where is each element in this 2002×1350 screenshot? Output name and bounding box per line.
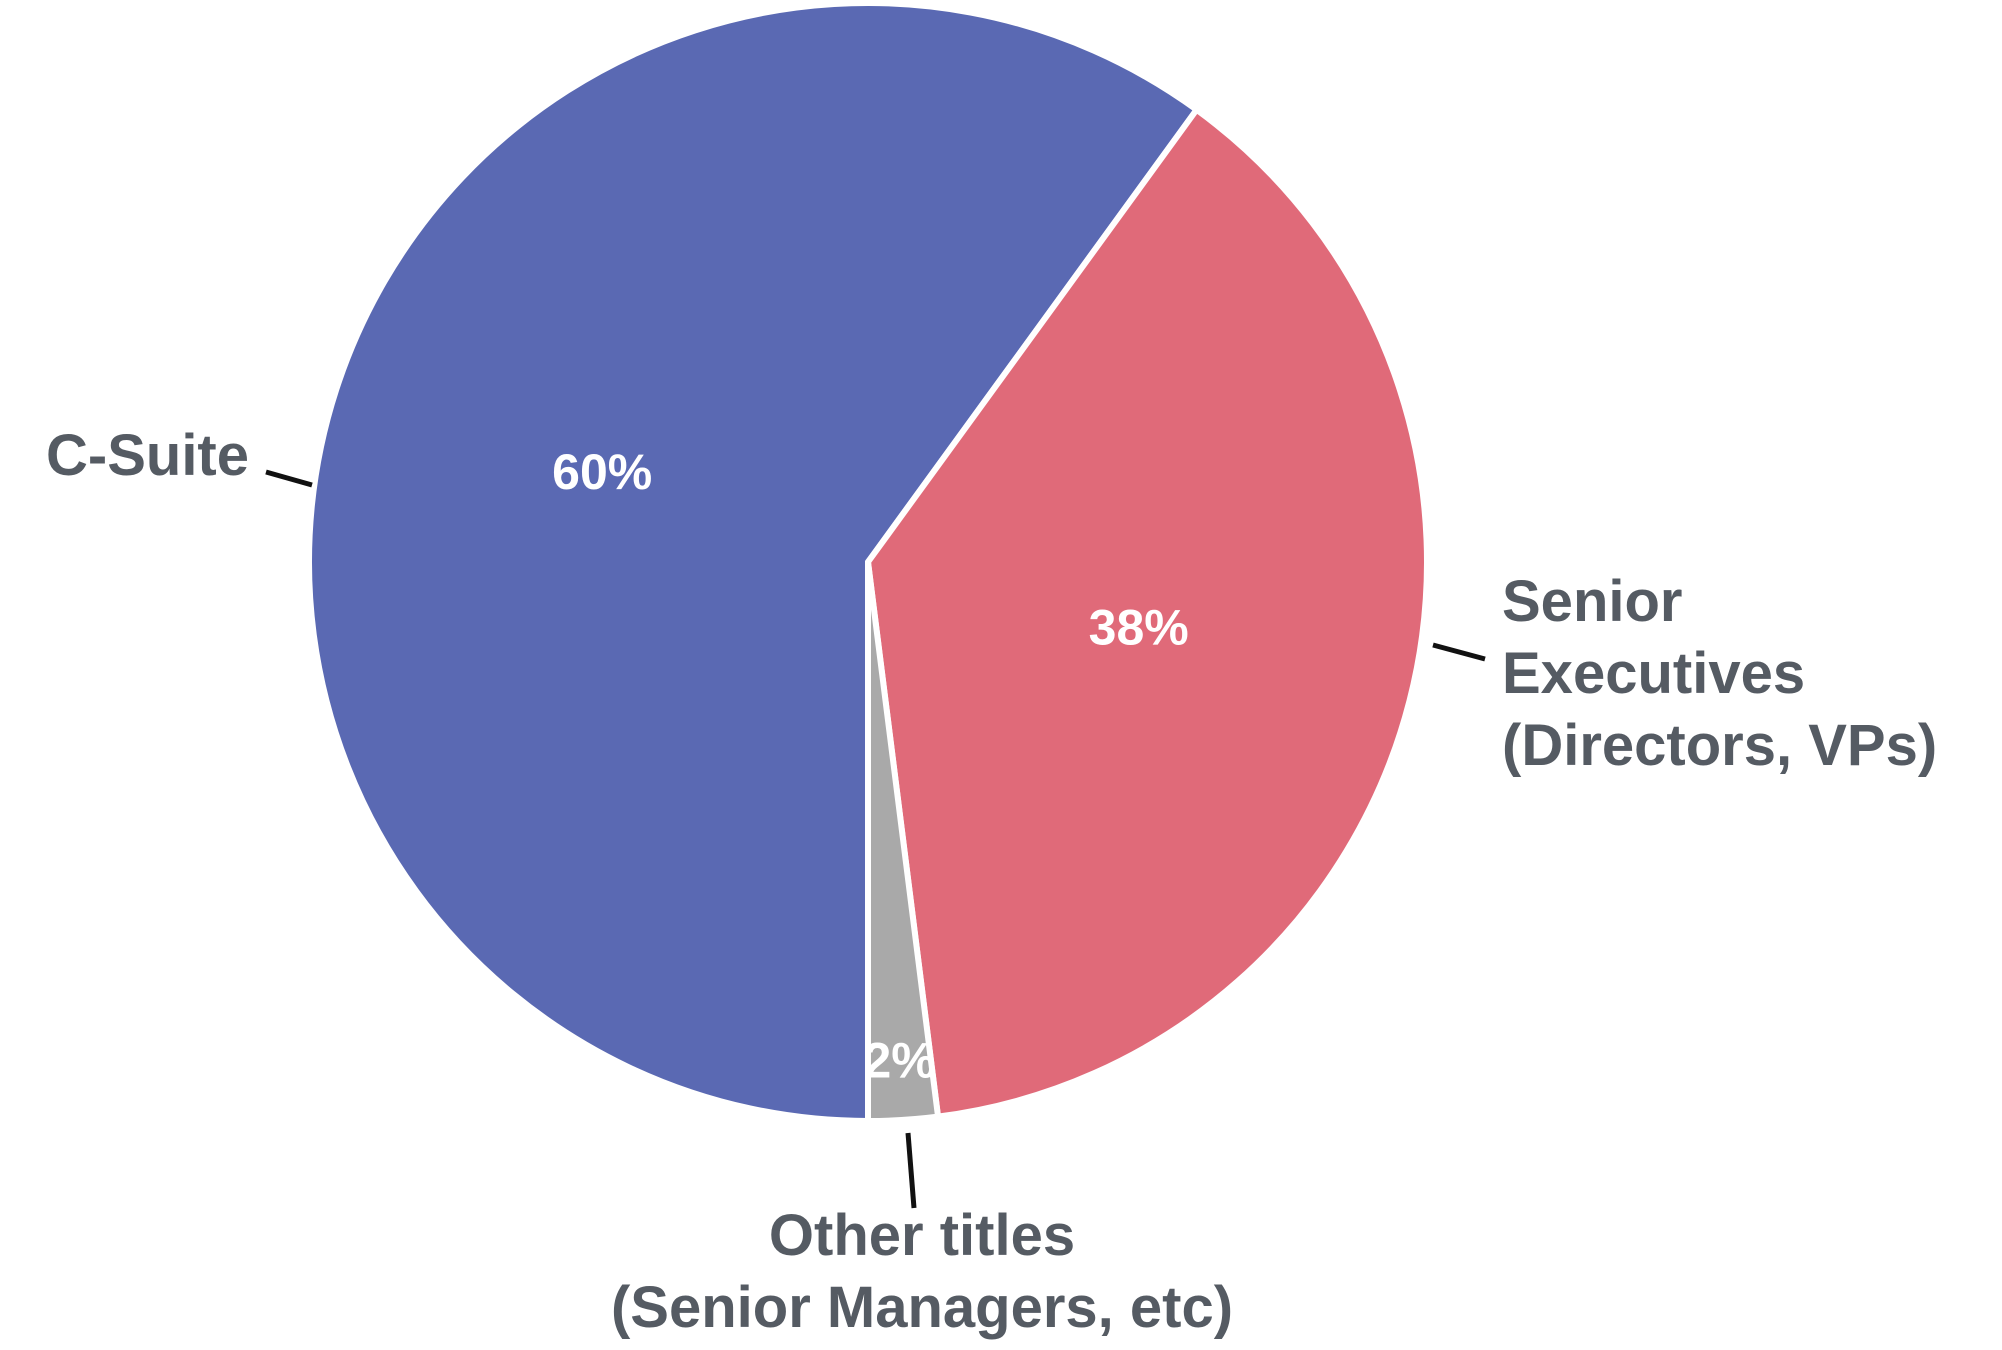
leader-line: [1432, 642, 1486, 662]
category-label: Senior Executives (Directors, VPs): [1502, 569, 1938, 778]
category-label: C-Suite: [46, 423, 249, 488]
pie-slice: [865, 559, 942, 1124]
leader-line: [265, 469, 313, 488]
value-label: 38%: [1089, 600, 1189, 656]
value-label: 2%: [863, 1032, 935, 1088]
value-label: 60%: [552, 444, 652, 500]
category-label: Other titles (Senior Managers, etc): [610, 1203, 1234, 1340]
leader-line: [905, 1132, 917, 1209]
pie-slice: [306, 0, 1200, 1124]
pie-slice: [865, 106, 1430, 1120]
